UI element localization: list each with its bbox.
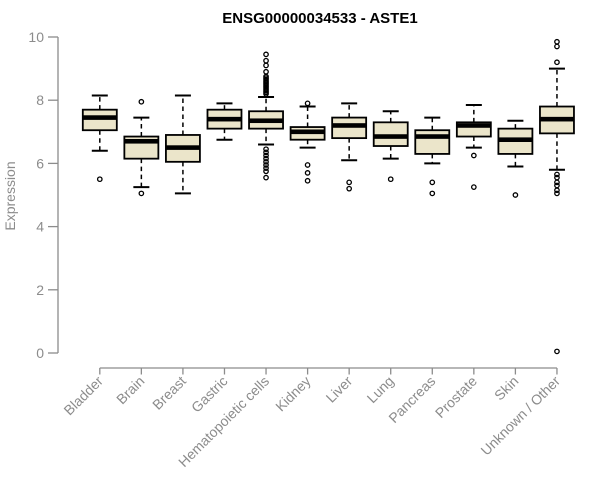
box-pancreas [414,129,451,155]
outlier-hematopoietic-cells-15 [263,91,269,97]
median-hematopoietic-cells [249,118,284,124]
y-tick-label-10: 10 [28,29,44,45]
outlier-hematopoietic-cells-23 [263,168,269,175]
outlier-hematopoietic-cells-22 [263,165,269,171]
outlier-hematopoietic-cells-16 [263,146,269,153]
median-liver [332,123,367,128]
median-bladder [82,115,117,120]
outlier-hematopoietic-cells-0 [263,51,269,58]
boxplot-brain [123,98,160,197]
x-label-bladder: Bladder [60,373,106,419]
boxplot-lung [372,110,409,183]
y-tick-label-0: 0 [36,345,44,361]
boxplot-pancreas [414,116,451,197]
boxplot-unknown-other [539,38,575,355]
boxplot-liver [331,102,368,192]
y-tick-label-4: 4 [36,219,44,235]
outlier-prostate-0 [470,152,477,159]
boxplot-skin [497,119,534,198]
outlier-skin-0 [512,192,519,198]
x-label-lung: Lung [363,373,396,406]
outlier-unknown-other-2 [554,59,560,66]
boxplots [81,38,575,355]
y-axis: 0 2 4 6 8 10 [28,29,59,361]
outlier-liver-0 [346,179,353,186]
median-prostate [456,123,491,128]
boxplot-bladder [81,94,118,183]
outlier-pancreas-1 [429,190,436,197]
x-label-breast: Breast [149,373,189,413]
median-breast [165,145,200,150]
outlier-liver-1 [346,185,353,192]
outlier-hematopoietic-cells-17 [263,149,269,156]
boxplot-hematopoietic-cells [248,51,284,181]
x-label-prostate: Prostate [432,373,480,421]
outlier-unknown-other-7 [554,187,560,194]
median-skin [498,137,533,142]
outlier-hematopoietic-cells-21 [263,162,269,168]
median-kidney [290,129,325,135]
boxplot-breast [165,94,201,195]
outlier-kidney-1 [304,162,311,168]
median-lung [373,134,408,139]
x-label-liver: Liver [323,373,356,406]
outlier-unknown-other-1 [554,43,560,50]
outlier-brain-0 [138,98,145,105]
x-label-skin: Skin [491,373,522,404]
outlier-kidney-2 [304,170,311,176]
boxplot-prostate [455,103,492,190]
box-liver [331,116,368,140]
outlier-hematopoietic-cells-3 [263,68,269,75]
outlier-hematopoietic-cells-18 [263,152,269,159]
outlier-unknown-other-5 [554,179,560,186]
outlier-bladder-0 [96,176,103,183]
outlier-kidney-3 [304,177,311,184]
outlier-unknown-other-9 [554,348,560,355]
y-axis-title: Expression [2,161,18,230]
x-label-kidney: Kidney [272,373,314,415]
outlier-kidney-0 [304,100,311,107]
outlier-unknown-other-0 [554,38,560,45]
y-tick-label-2: 2 [36,282,44,298]
median-unknown-other [539,116,574,122]
median-brain [124,138,159,144]
boxplot-gastric [206,102,243,141]
outlier-brain-1 [138,190,145,197]
outlier-hematopoietic-cells-20 [263,158,269,165]
median-pancreas [415,134,450,139]
outlier-lung-0 [387,176,394,183]
outlier-unknown-other-8 [554,190,560,197]
boxplot-kidney [289,100,326,184]
outlier-hematopoietic-cells-19 [263,155,269,162]
outlier-prostate-1 [470,184,477,190]
median-gastric [207,116,242,122]
x-label-unknown-other: Unknown / Other [477,373,563,459]
box-lung [372,121,409,147]
box-bladder [81,108,118,132]
y-tick-label-8: 8 [36,92,44,108]
outlier-pancreas-0 [429,179,436,186]
outlier-hematopoietic-cells-2 [263,62,269,69]
outlier-unknown-other-3 [554,171,560,178]
outlier-hematopoietic-cells-1 [263,57,269,64]
y-tick-label-6: 6 [36,155,44,171]
chart-title: ENSG00000034533 - ASTE1 [222,10,417,27]
x-label-brain: Brain [113,373,147,407]
outlier-hematopoietic-cells-24 [263,174,269,181]
